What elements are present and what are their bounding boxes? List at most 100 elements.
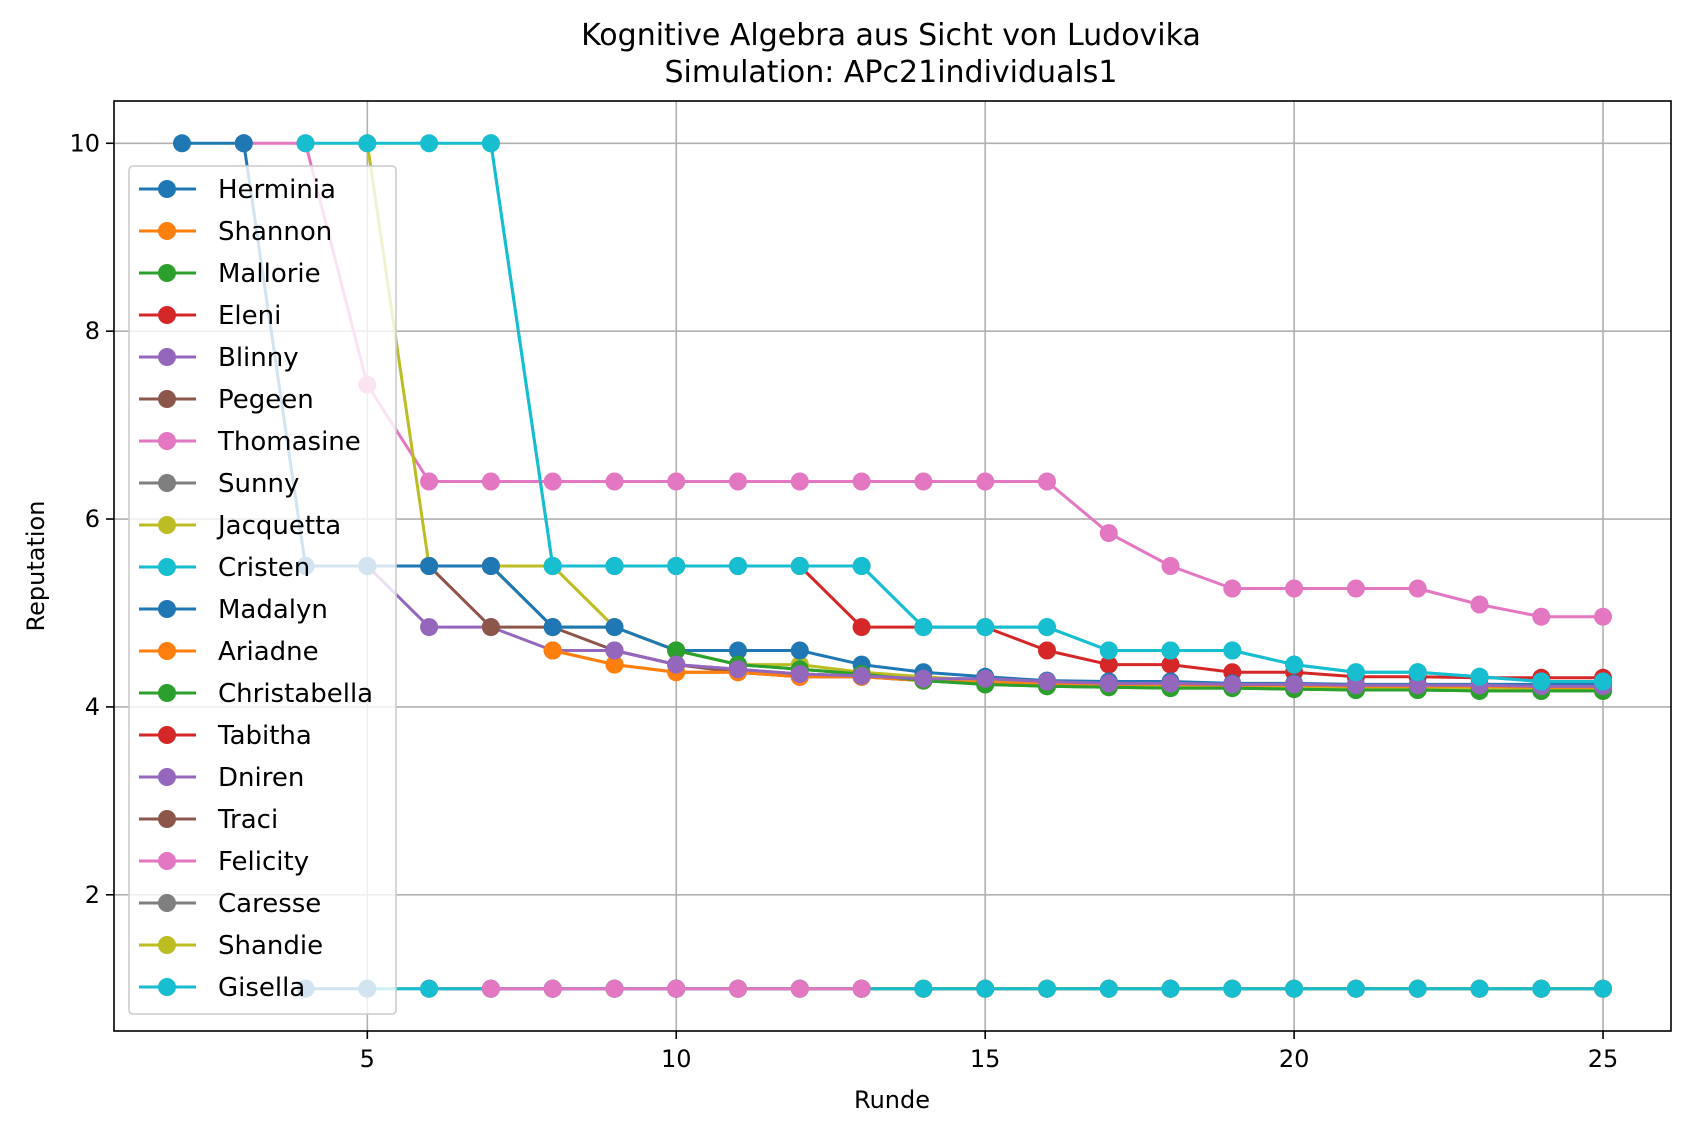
data-point	[543, 557, 562, 575]
data-point	[1285, 675, 1304, 694]
data-point	[1161, 557, 1180, 575]
legend-item: Shandie	[139, 931, 323, 961]
data-point	[729, 641, 747, 660]
x-tick-label: 20	[1279, 1045, 1310, 1073]
data-point	[1470, 595, 1489, 614]
y-tick-label: 8	[85, 317, 100, 345]
data-point	[605, 655, 624, 674]
data-point	[1594, 672, 1612, 691]
legend-swatch-marker	[158, 390, 176, 408]
data-point	[1223, 979, 1242, 998]
data-point	[1408, 663, 1427, 682]
data-point	[543, 979, 562, 998]
legend-swatch-marker	[158, 894, 176, 912]
legend-item: Christabella	[139, 679, 373, 709]
data-point	[605, 557, 624, 575]
x-axis-label: Runde	[854, 1086, 930, 1114]
legend: Herminia Shannon Mallorie Eleni Blinny Pegeen…	[128, 165, 397, 1015]
data-point	[852, 472, 871, 491]
data-point	[667, 979, 686, 998]
legend-label: Sunny	[218, 469, 299, 499]
legend-swatch-marker	[158, 264, 176, 282]
data-point	[296, 134, 315, 153]
legend-label: Madalyn	[218, 595, 328, 625]
legend-label: Ariadne	[218, 637, 319, 667]
data-point	[790, 472, 809, 491]
data-point	[1223, 579, 1242, 598]
data-point	[976, 979, 995, 998]
data-point	[1285, 655, 1304, 674]
series-dniren	[605, 641, 1612, 696]
series-gisella	[296, 134, 1612, 691]
legend-swatch-marker	[158, 852, 176, 870]
data-point	[1099, 979, 1118, 998]
data-point	[1346, 663, 1365, 682]
data-point	[667, 557, 686, 575]
legend-swatch-marker	[158, 936, 176, 954]
legend-label: Pegeen	[218, 385, 314, 415]
data-point	[481, 979, 500, 998]
axis-ticks: 5 10 15 20 25 2 4 6 8 10	[69, 129, 1618, 1073]
legend-item: Cristen	[139, 553, 310, 583]
y-axis-label: Reputation	[22, 501, 50, 632]
legend-swatch-marker	[158, 474, 176, 492]
data-point	[481, 134, 500, 153]
data-point	[1408, 676, 1427, 695]
data-point	[543, 472, 562, 491]
data-point	[852, 666, 871, 685]
data-point	[790, 557, 809, 575]
legend-label: Shannon	[218, 217, 332, 247]
data-point	[605, 472, 624, 491]
legend-item: Herminia	[139, 175, 336, 205]
data-point	[729, 557, 747, 575]
series-line	[675, 649, 1603, 693]
legend-item: Jacquetta	[139, 511, 341, 541]
data-point	[1038, 641, 1056, 660]
data-point	[1532, 672, 1551, 691]
legend-swatch-marker	[158, 978, 176, 996]
x-tick-label: 5	[360, 1045, 375, 1073]
legend-swatch-marker	[158, 810, 176, 828]
data-point	[1408, 979, 1427, 998]
data-point	[1594, 607, 1612, 626]
y-tick-label: 10	[69, 129, 100, 157]
chart-subtitle: Simulation: APc21individuals1	[664, 55, 1117, 90]
legend-item: Ariadne	[139, 637, 319, 667]
legend-item: Traci	[139, 805, 278, 835]
data-point	[1594, 979, 1612, 998]
legend-swatch-marker	[158, 180, 176, 198]
y-tick-label: 2	[85, 881, 100, 909]
data-point	[914, 618, 933, 637]
legend-label: Shandie	[218, 931, 323, 961]
legend-label: Gisella	[218, 973, 305, 1003]
legend-item: Dniren	[139, 763, 304, 793]
legend-label: Herminia	[218, 175, 336, 205]
data-point	[481, 472, 500, 491]
data-point	[667, 472, 686, 491]
data-point	[1099, 655, 1118, 674]
data-point	[1038, 472, 1056, 491]
legend-swatch-marker	[158, 600, 176, 618]
legend-label: Dniren	[218, 763, 304, 793]
legend-swatch-marker	[158, 642, 176, 660]
series-extra-22	[481, 979, 871, 998]
data-point	[1408, 579, 1427, 598]
legend-label: Cristen	[218, 553, 310, 583]
data-point	[1532, 607, 1551, 626]
legend-label: Jacquetta	[216, 511, 341, 541]
legend-swatch-marker	[158, 768, 176, 786]
legend-swatch-marker	[158, 558, 176, 576]
legend-label: Blinny	[218, 343, 299, 373]
data-point	[1161, 641, 1180, 660]
data-point	[358, 134, 377, 153]
x-tick-label: 10	[661, 1045, 692, 1073]
data-point	[852, 979, 871, 998]
data-point	[1532, 979, 1551, 998]
data-point	[976, 472, 995, 491]
data-point	[1223, 641, 1242, 660]
data-point	[234, 134, 253, 153]
data-point	[543, 618, 562, 637]
legend-label: Felicity	[218, 847, 309, 877]
legend-item: Madalyn	[139, 595, 328, 625]
